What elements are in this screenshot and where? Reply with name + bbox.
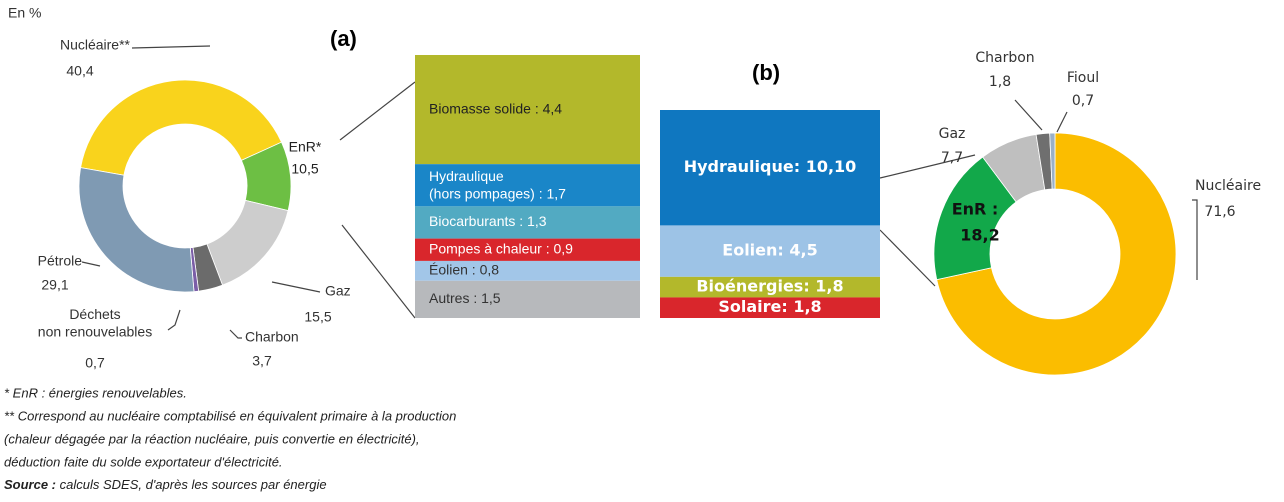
segment-label: Biomasse solide : 4,4 bbox=[429, 100, 562, 116]
panel-title: (a) bbox=[330, 26, 357, 51]
slice-value: 0,7 bbox=[1072, 93, 1094, 109]
slice-value: 29,1 bbox=[41, 277, 68, 293]
bar-segment bbox=[660, 297, 880, 318]
donut-slice bbox=[936, 132, 1177, 376]
segment-label: Biocarburants : 1,3 bbox=[429, 213, 547, 229]
footnote: (chaleur dégagée par la réaction nucléai… bbox=[4, 431, 420, 446]
segment-label: Autres : 1,5 bbox=[429, 290, 501, 306]
slice-value: 18,2 bbox=[960, 226, 999, 245]
slice-label: Gaz bbox=[939, 126, 966, 142]
slice-value: 40,4 bbox=[66, 63, 93, 79]
segment-label: Eolien: 4,5 bbox=[722, 241, 817, 260]
slice-label: Charbon bbox=[245, 329, 299, 345]
slice-label: Déchets non renouvelables bbox=[38, 306, 152, 340]
slice-value: 10,5 bbox=[291, 161, 318, 177]
bar-segment bbox=[415, 238, 640, 261]
bar-segment bbox=[415, 55, 640, 165]
bar-segment bbox=[660, 225, 880, 277]
slice-label: Pétrole bbox=[38, 253, 83, 269]
bar-segment bbox=[660, 276, 880, 298]
slice-value: 3,7 bbox=[252, 353, 272, 369]
slice-label: EnR : bbox=[952, 200, 999, 219]
footnote: déduction faite du solde exportateur d'é… bbox=[4, 454, 283, 469]
source-label: Source : bbox=[4, 477, 56, 492]
segment-label: Bioénergies: 1,8 bbox=[696, 277, 843, 296]
panel-title: (b) bbox=[752, 60, 780, 85]
donut-slice bbox=[78, 167, 195, 293]
slice-value: 1,8 bbox=[989, 74, 1011, 90]
bar-segment bbox=[415, 280, 640, 318]
segment-label: Hydraulique (hors pompages) : 1,7 bbox=[429, 167, 566, 201]
slice-value: 7,7 bbox=[941, 150, 963, 166]
donut-slice bbox=[206, 199, 289, 286]
slice-label: Nucléaire** bbox=[60, 37, 131, 53]
bar-segment bbox=[415, 260, 640, 281]
slice-value: 15,5 bbox=[304, 309, 331, 325]
slice-value: 71,6 bbox=[1204, 204, 1235, 220]
donut-slice bbox=[1049, 132, 1056, 190]
slice-label: Fioul bbox=[1067, 70, 1099, 86]
leaders bbox=[81, 45, 1198, 339]
bar-segment bbox=[660, 110, 880, 226]
slice-value: 0,7 bbox=[85, 355, 105, 371]
source: Source : calculs SDES, d'après les sourc… bbox=[4, 477, 327, 492]
segment-label: Pompes à chaleur : 0,9 bbox=[429, 240, 573, 256]
footnote: * EnR : énergies renouvelables. bbox=[4, 385, 187, 400]
segment-label: Hydraulique: 10,10 bbox=[684, 157, 857, 176]
bar-segment bbox=[415, 164, 640, 207]
slice-label: EnR* bbox=[289, 139, 322, 155]
donut-slice bbox=[80, 79, 283, 176]
segment-label: Éolien : 0,8 bbox=[429, 262, 499, 278]
source-text: calculs SDES, d'après les sources par én… bbox=[56, 477, 327, 492]
segment-label: Solaire: 1,8 bbox=[718, 297, 821, 316]
slice-label: Gaz bbox=[325, 283, 351, 299]
footnote: ** Correspond au nucléaire comptabilisé … bbox=[4, 408, 456, 423]
slice-label: Charbon bbox=[975, 50, 1034, 66]
slice-label: Nucléaire bbox=[1195, 178, 1261, 194]
unit-label: En % bbox=[8, 5, 41, 21]
bar-segment bbox=[415, 206, 640, 239]
